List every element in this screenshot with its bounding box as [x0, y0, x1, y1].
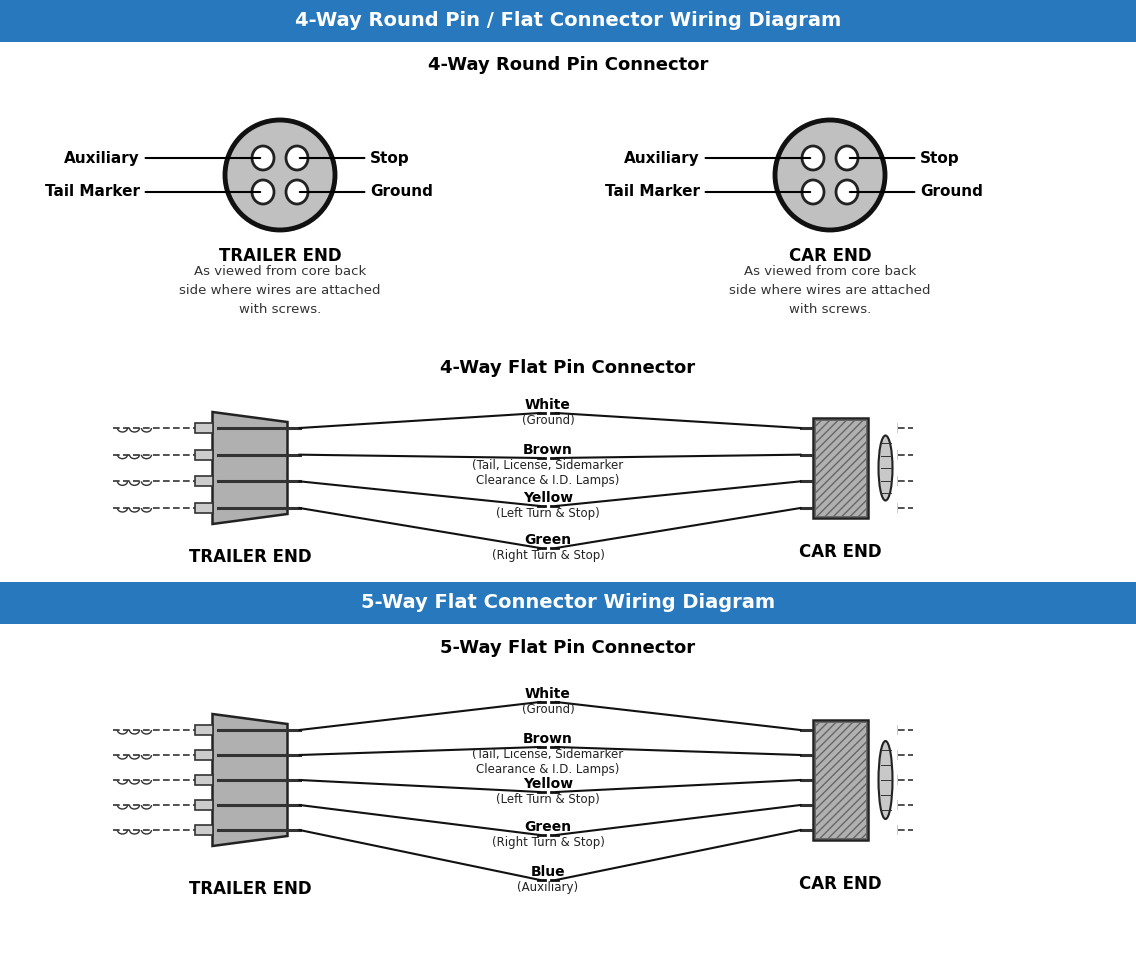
- Bar: [194, 503, 212, 513]
- Text: Stop: Stop: [850, 151, 960, 165]
- Text: Auxiliary: Auxiliary: [65, 151, 260, 165]
- Bar: [812, 720, 868, 840]
- Text: Auxiliary: Auxiliary: [625, 151, 810, 165]
- Text: TRAILER END: TRAILER END: [189, 548, 311, 566]
- Text: (Tail, License, Sidemarker
Clearance & I.D. Lamps): (Tail, License, Sidemarker Clearance & I…: [473, 459, 624, 487]
- Circle shape: [225, 120, 335, 230]
- Bar: [194, 725, 212, 735]
- Ellipse shape: [878, 741, 893, 819]
- Ellipse shape: [802, 180, 824, 204]
- Text: As viewed from core back
side where wires are attached
with screws.: As viewed from core back side where wire…: [729, 265, 930, 316]
- Text: Brown: Brown: [523, 443, 573, 457]
- Bar: [194, 423, 212, 433]
- Text: (Ground): (Ground): [521, 414, 575, 427]
- Text: (Auxiliary): (Auxiliary): [517, 881, 578, 894]
- Text: TRAILER END: TRAILER END: [189, 880, 311, 898]
- Ellipse shape: [878, 435, 893, 501]
- Polygon shape: [212, 714, 287, 846]
- Text: Yellow: Yellow: [523, 491, 573, 505]
- Text: Ground: Ground: [850, 185, 983, 200]
- Bar: [194, 450, 212, 459]
- Text: Tail Marker: Tail Marker: [605, 185, 810, 200]
- Circle shape: [775, 120, 885, 230]
- Bar: [194, 775, 212, 785]
- Text: 4-Way Flat Pin Connector: 4-Way Flat Pin Connector: [441, 359, 695, 377]
- Text: White: White: [525, 398, 571, 412]
- Text: (Ground): (Ground): [521, 703, 575, 716]
- Polygon shape: [212, 412, 287, 524]
- Text: 4-Way Round Pin / Flat Connector Wiring Diagram: 4-Way Round Pin / Flat Connector Wiring …: [295, 12, 841, 31]
- Bar: [812, 418, 868, 518]
- Bar: [194, 800, 212, 810]
- Text: 5-Way Flat Pin Connector: 5-Way Flat Pin Connector: [441, 639, 695, 657]
- Bar: [194, 477, 212, 486]
- Bar: [194, 750, 212, 760]
- Text: White: White: [525, 687, 571, 701]
- Ellipse shape: [836, 180, 858, 204]
- Ellipse shape: [286, 180, 308, 204]
- Text: (Left Turn & Stop): (Left Turn & Stop): [496, 793, 600, 806]
- Ellipse shape: [252, 146, 274, 170]
- Text: Green: Green: [525, 533, 571, 547]
- Ellipse shape: [286, 146, 308, 170]
- Bar: [0, 582, 1136, 624]
- Text: (Right Turn & Stop): (Right Turn & Stop): [492, 549, 604, 562]
- Text: CAR END: CAR END: [788, 247, 871, 265]
- Text: 5-Way Flat Connector Wiring Diagram: 5-Way Flat Connector Wiring Diagram: [361, 594, 775, 612]
- Ellipse shape: [802, 146, 824, 170]
- Bar: [815, 420, 866, 516]
- Bar: [194, 825, 212, 835]
- Text: (Tail, License, Sidemarker
Clearance & I.D. Lamps): (Tail, License, Sidemarker Clearance & I…: [473, 748, 624, 776]
- Bar: [0, 0, 1136, 42]
- Ellipse shape: [836, 146, 858, 170]
- Text: CAR END: CAR END: [799, 543, 882, 561]
- Text: Brown: Brown: [523, 732, 573, 746]
- Text: (Right Turn & Stop): (Right Turn & Stop): [492, 836, 604, 849]
- Text: Stop: Stop: [300, 151, 410, 165]
- Text: Blue: Blue: [531, 865, 566, 879]
- Text: 4-Way Round Pin Connector: 4-Way Round Pin Connector: [428, 56, 708, 74]
- Text: As viewed from core back
side where wires are attached
with screws.: As viewed from core back side where wire…: [179, 265, 381, 316]
- Text: Ground: Ground: [300, 185, 433, 200]
- Text: CAR END: CAR END: [799, 875, 882, 893]
- Text: Tail Marker: Tail Marker: [45, 185, 260, 200]
- Text: Yellow: Yellow: [523, 777, 573, 791]
- Bar: [815, 722, 866, 838]
- Text: (Left Turn & Stop): (Left Turn & Stop): [496, 507, 600, 520]
- Text: TRAILER END: TRAILER END: [219, 247, 341, 265]
- Text: Green: Green: [525, 820, 571, 834]
- Ellipse shape: [252, 180, 274, 204]
